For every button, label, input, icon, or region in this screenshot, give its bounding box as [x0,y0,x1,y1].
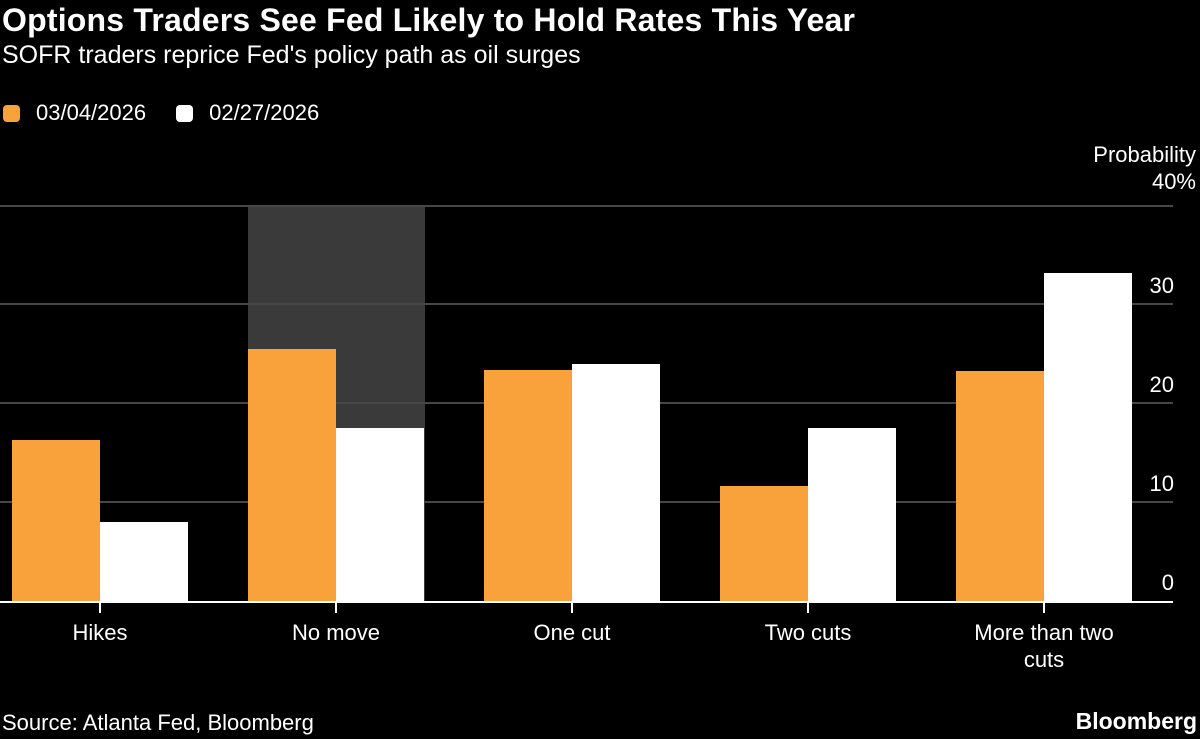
bloomberg-logo: Bloomberg [1075,708,1197,734]
bar-orange [484,370,572,601]
legend-label: 03/04/2026 [36,100,147,125]
y-axis-title: Probability [1093,142,1196,167]
y-tick-label-top: 40% [1151,169,1196,194]
bar-white [336,427,424,601]
bar-white [808,427,896,601]
page-subtitle: SOFR traders reprice Fed's policy path a… [2,41,581,69]
x-tick [335,602,337,613]
y-tick-label: 0 [1161,570,1174,595]
x-label: No move [291,620,381,645]
y-tick-label: 10 [1149,471,1174,496]
bar-orange [248,348,336,601]
page-title: Options Traders See Fed Likely to Hold R… [2,2,856,38]
y-tick-label: 20 [1149,372,1174,397]
gridline [0,205,1173,207]
legend: 03/04/2026 02/27/2026 [3,100,319,126]
bar-white [1044,273,1132,601]
legend-item-series2: 02/27/2026 [176,100,319,126]
bar-orange [956,371,1044,601]
y-axis-header: Probability 40% [1093,141,1196,195]
x-label: More than two cuts [974,620,1114,672]
bar-orange [12,439,100,601]
x-label: Two cuts [764,620,852,645]
x-tick [1043,602,1045,613]
x-tick [807,602,809,613]
x-tick [571,602,573,613]
x-label: One cut [533,620,611,645]
legend-label: 02/27/2026 [209,100,320,125]
white-series-swatch-icon [176,104,194,122]
gridline [0,303,1173,305]
bar-white [100,521,188,601]
orange-series-swatch-icon [3,104,20,122]
legend-item-series1: 03/04/2026 [3,100,146,126]
y-tick-label: 30 [1149,273,1174,298]
plot-area: 30 20 10 0 [0,205,1174,603]
x-tick [99,602,101,613]
x-label: Hikes [72,620,128,645]
bar-orange [720,486,808,601]
source-label: Source: Atlanta Fed, Bloomberg [2,710,314,735]
x-axis: Hikes No move One cut Two cuts More than two… [0,602,1173,692]
bar-white [572,364,660,601]
